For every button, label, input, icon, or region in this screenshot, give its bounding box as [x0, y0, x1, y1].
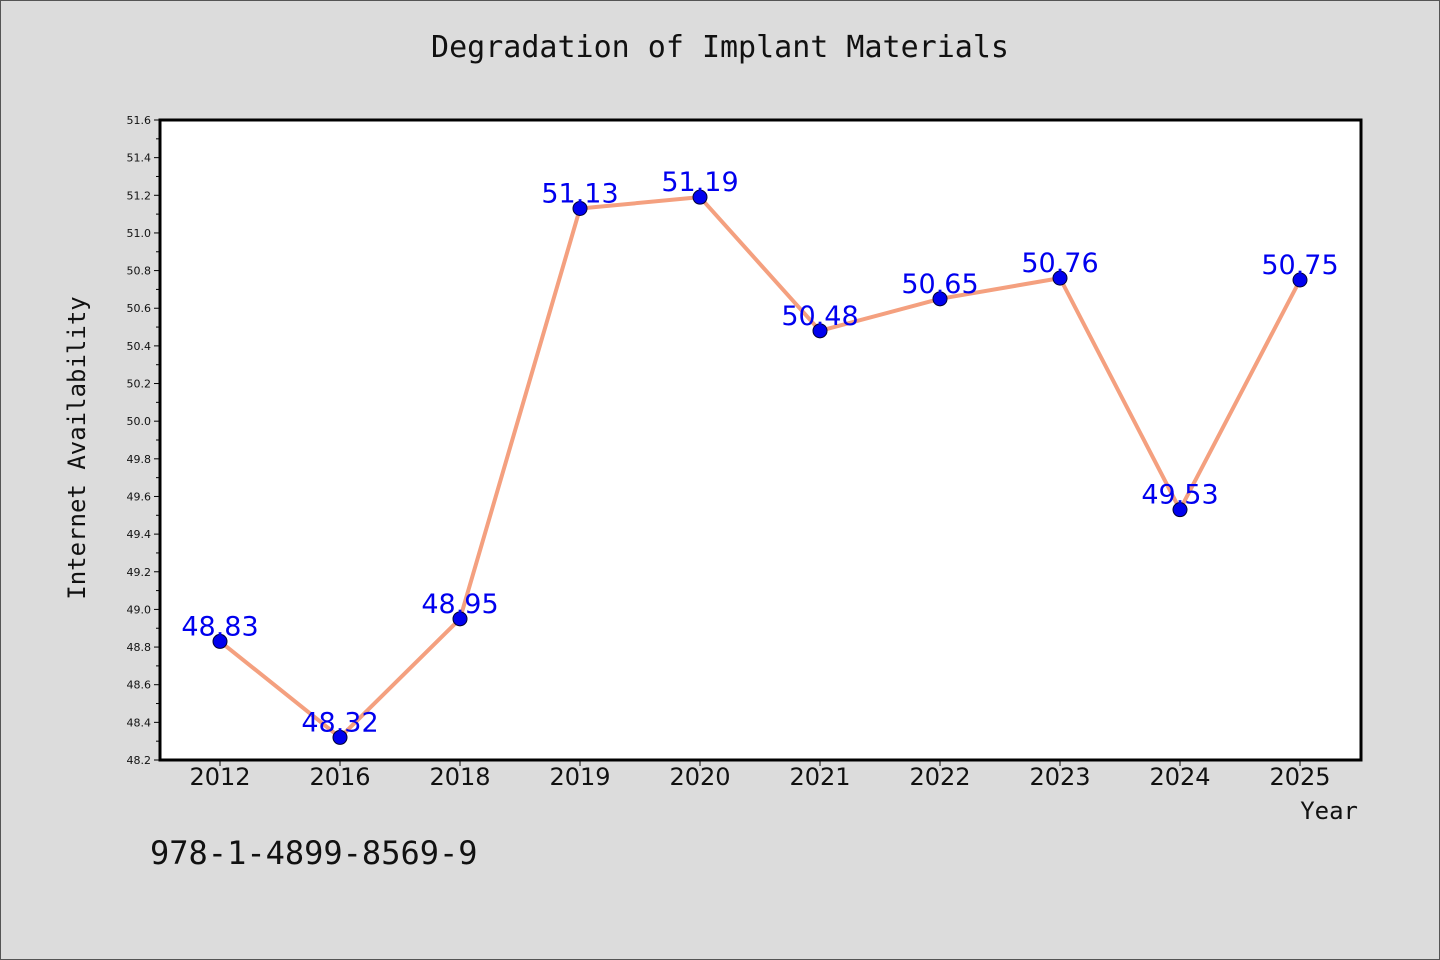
y-tick-label: 51.4 [127, 152, 152, 165]
y-tick-label: 49.4 [127, 528, 152, 541]
data-labels-group: 48.83 48.32 48.95 51.13 51.19 50.48 50.65 50.76… [181, 167, 1338, 738]
x-tick-label: 2019 [549, 763, 610, 791]
x-axis-ticks: 2012 2016 2018 2019 2020 2021 2022 2023 2024 2025 [189, 760, 1331, 791]
x-tick-label: 2016 [309, 763, 370, 791]
x-tick-label: 2022 [909, 763, 970, 791]
x-tick-label: 2020 [669, 763, 730, 791]
data-label: 50.65 [901, 269, 978, 300]
y-tick-label: 48.2 [127, 754, 152, 767]
chart-title: Degradation of Implant Materials [431, 30, 1009, 65]
data-point-marker [1172, 502, 1188, 518]
data-point-marker [1052, 270, 1068, 286]
y-tick-label: 48.6 [127, 679, 152, 692]
data-label: 50.48 [781, 301, 858, 332]
data-label: 51.19 [661, 167, 738, 198]
y-tick-label: 48.8 [127, 641, 152, 654]
data-label: 49.53 [1141, 480, 1218, 511]
plot-area [158, 118, 1363, 762]
data-point-marker [812, 323, 828, 339]
y-tick-label: 50.0 [127, 415, 152, 428]
x-tick-label: 2021 [789, 763, 850, 791]
series-group [212, 189, 1308, 745]
data-label: 50.76 [1021, 248, 1098, 279]
y-tick-label: 49.6 [127, 490, 152, 503]
y-tick-label: 50.4 [127, 340, 152, 353]
x-axis-label: Year [1300, 797, 1358, 825]
isbn-text: 978-1-4899-8569-9 [150, 834, 478, 872]
y-tick-label: 49.0 [127, 603, 152, 616]
y-tick-label: 51.0 [127, 227, 152, 240]
data-point-marker [452, 611, 468, 627]
data-label: 51.13 [541, 178, 618, 209]
y-tick-label: 51.6 [127, 114, 152, 127]
y-tick-label: 50.8 [127, 265, 152, 278]
data-point-marker [572, 200, 588, 216]
x-tick-label: 2025 [1269, 763, 1330, 791]
data-point-marker [1292, 272, 1308, 288]
x-tick-label: 2018 [429, 763, 490, 791]
y-tick-label: 49.8 [127, 453, 152, 466]
y-tick-label: 49.2 [127, 566, 152, 579]
data-point-marker [212, 633, 228, 649]
x-tick-label: 2023 [1029, 763, 1090, 791]
data-label: 48.32 [301, 707, 378, 738]
y-tick-label: 51.2 [127, 189, 152, 202]
data-point-marker [692, 189, 708, 205]
y-tick-label: 50.6 [127, 302, 152, 315]
data-point-marker [932, 291, 948, 307]
y-tick-label: 48.4 [127, 716, 152, 729]
data-point-marker [332, 729, 348, 745]
y-tick-label: 50.2 [127, 378, 152, 391]
x-tick-label: 2024 [1149, 763, 1210, 791]
data-label: 50.75 [1261, 250, 1338, 281]
data-label: 48.83 [181, 611, 258, 642]
x-tick-label: 2012 [189, 763, 250, 791]
series-line [218, 195, 1302, 740]
data-label: 48.95 [421, 589, 498, 620]
y-axis-ticks: 48.2 48.4 48.6 48.8 49.0 49.2 49.4 49.6 49.8 50.0… [127, 114, 160, 767]
